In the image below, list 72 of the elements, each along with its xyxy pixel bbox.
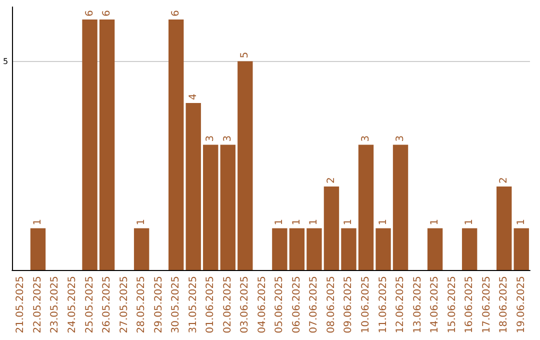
data-label: 6 — [84, 10, 96, 17]
data-label: 1 — [430, 218, 441, 226]
data-label: 1 — [378, 218, 389, 226]
bar — [341, 228, 356, 270]
x-tick-label: 04.06.2025 — [256, 276, 268, 334]
data-label: 1 — [32, 218, 44, 226]
x-tick-label: 06.06.2025 — [291, 276, 302, 334]
data-label: 4 — [188, 94, 199, 100]
data-label: 1 — [516, 218, 527, 226]
x-tick-label: 28.05.2025 — [136, 276, 148, 334]
bar — [358, 144, 374, 270]
x-tick-label: 18.06.2025 — [498, 276, 510, 334]
x-tick-label: 10.06.2025 — [360, 276, 372, 334]
x-tick-label: 21.05.2025 — [15, 276, 26, 334]
x-tick-label: 25.05.2025 — [84, 276, 96, 334]
bar — [392, 144, 408, 270]
bar — [186, 103, 201, 270]
x-tick-label: 30.05.2025 — [170, 276, 182, 334]
x-tick-label: 17.06.2025 — [481, 276, 492, 334]
x-tick-label: 11.06.2025 — [378, 276, 389, 334]
bar — [306, 228, 322, 270]
data-label: 1 — [308, 218, 320, 226]
data-label: 1 — [136, 218, 148, 226]
data-label: 3 — [222, 135, 234, 142]
x-tick-label: 14.06.2025 — [430, 276, 441, 334]
data-label: 5 — [240, 52, 251, 58]
x-tick-label: 27.05.2025 — [118, 276, 130, 334]
x-tick-label: 15.06.2025 — [446, 276, 458, 334]
x-tick-label: 13.06.2025 — [412, 276, 424, 334]
bar — [30, 228, 46, 270]
bar — [272, 228, 288, 270]
x-tick-label: 19.06.2025 — [516, 276, 527, 334]
x-tick-label: 24.05.2025 — [67, 276, 78, 334]
bar — [168, 20, 184, 270]
bar — [462, 228, 478, 270]
x-tick-label: 02.06.2025 — [222, 276, 234, 334]
data-label: 1 — [291, 218, 302, 226]
data-label: 1 — [343, 218, 354, 226]
bar — [82, 20, 98, 270]
bar — [220, 144, 236, 270]
x-tick-label: 23.05.2025 — [50, 276, 61, 334]
x-tick-label: 22.05.2025 — [32, 276, 44, 334]
bar — [427, 228, 443, 270]
data-label: 3 — [395, 135, 406, 142]
x-tick-label: 29.05.2025 — [153, 276, 164, 334]
bar — [99, 20, 115, 270]
bar — [496, 186, 512, 270]
data-label: 6 — [102, 10, 113, 17]
bar — [289, 228, 305, 270]
data-label: 2 — [498, 177, 510, 184]
bar — [238, 61, 253, 270]
x-tick-label: 01.06.2025 — [205, 276, 216, 334]
bar — [376, 228, 391, 270]
x-tick-label: 26.05.2025 — [102, 276, 113, 334]
data-label: 2 — [326, 177, 337, 184]
data-label: 1 — [274, 218, 286, 226]
x-tick-label: 08.06.2025 — [326, 276, 337, 334]
data-label: 1 — [464, 218, 476, 226]
bar — [134, 228, 150, 270]
bar — [324, 186, 340, 270]
x-tick-label: 12.06.2025 — [395, 276, 406, 334]
bar — [203, 144, 218, 270]
data-label: 3 — [205, 135, 216, 142]
x-tick-label: 16.06.2025 — [464, 276, 476, 334]
x-tick-label: 09.06.2025 — [343, 276, 354, 334]
bar — [514, 228, 529, 270]
data-label: 3 — [360, 135, 372, 142]
x-tick-label: 03.06.2025 — [240, 276, 251, 334]
x-tick-label: 07.06.2025 — [308, 276, 320, 334]
x-tick-label: 31.05.2025 — [188, 276, 199, 334]
data-label: 6 — [170, 10, 182, 17]
x-tick-label: 05.06.2025 — [274, 276, 286, 334]
